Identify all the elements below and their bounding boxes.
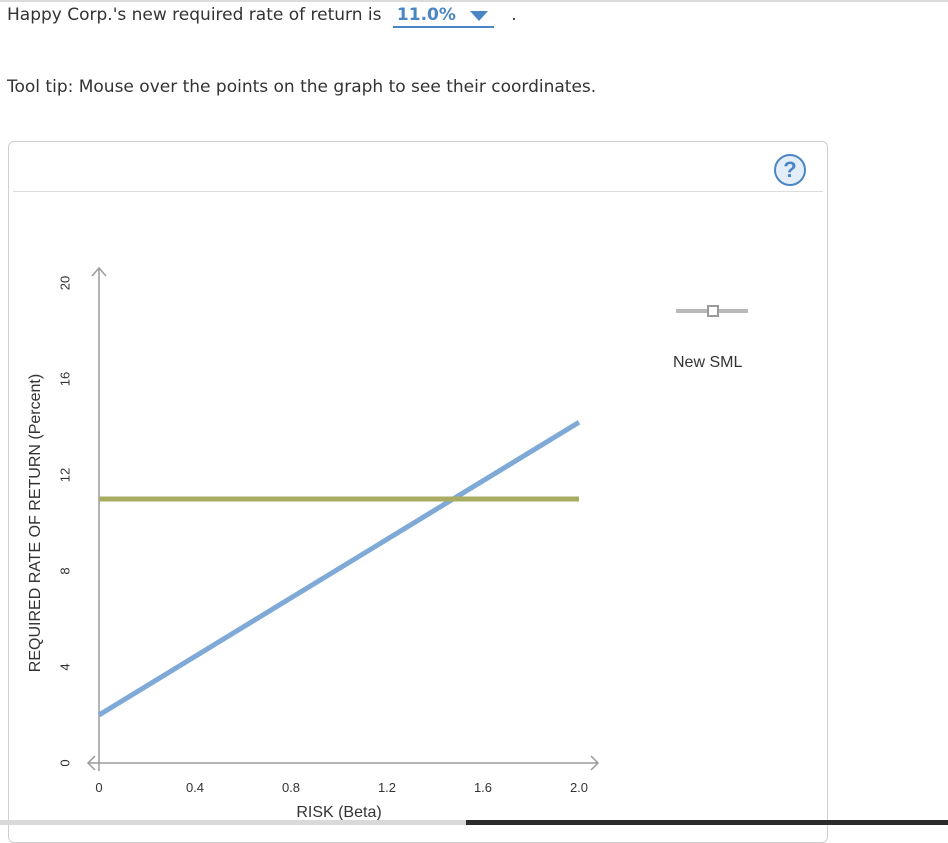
top-border — [0, 0, 948, 2]
panel-header-divider — [13, 191, 823, 192]
bottom-scrollbar-thumb[interactable] — [466, 820, 948, 825]
help-button[interactable]: ? — [774, 154, 806, 186]
dropdown-selected-value: 11.0% — [396, 5, 456, 25]
series-line-0[interactable] — [97, 420, 581, 718]
y-tick-label: 20 — [57, 276, 72, 290]
sml-chart: 0 4 8 12 16 20 0 0.4 0.8 1.2 1.6 2.0 RISK (Beta) REQU… — [27, 266, 600, 821]
question-suffix: . — [511, 5, 517, 25]
return-rate-dropdown[interactable]: 11.0% — [392, 5, 494, 28]
y-axis-title: REQUIRED RATE OF RETURN (Percent) — [27, 374, 44, 672]
x-tick-label: 0.4 — [186, 780, 204, 795]
x-tick-label: 1.2 — [378, 780, 396, 795]
help-icon: ? — [783, 157, 797, 182]
x-axis-arrow-right — [590, 755, 600, 771]
x-axis-title: RISK (Beta) — [296, 804, 381, 821]
y-tick-label: 4 — [57, 663, 72, 670]
tooltip-instruction: Tool tip: Mouse over the points on the g… — [7, 77, 597, 97]
chevron-down-icon — [469, 11, 488, 21]
question-text: Happy Corp.'s new required rate of retur… — [7, 5, 517, 28]
y-tick-label: 8 — [57, 567, 72, 574]
graph-panel: ? New SML — [8, 141, 828, 843]
y-tick-label: 0 — [57, 759, 72, 766]
x-tick-label: 1.6 — [474, 780, 492, 795]
y-tick-label: 12 — [57, 468, 72, 482]
x-tick-label: 0 — [95, 780, 102, 795]
x-tick-label: 0.8 — [282, 780, 300, 795]
x-axis-arrow-left — [86, 755, 96, 771]
legend-new-sml-label: New SML — [673, 354, 743, 371]
legend-new-sml-marker[interactable] — [707, 305, 719, 317]
question-prefix: Happy Corp.'s new required rate of retur… — [7, 5, 382, 25]
y-tick-label: 16 — [57, 372, 72, 386]
x-tick-label: 2.0 — [570, 780, 588, 795]
y-axis-arrow — [91, 266, 107, 277]
